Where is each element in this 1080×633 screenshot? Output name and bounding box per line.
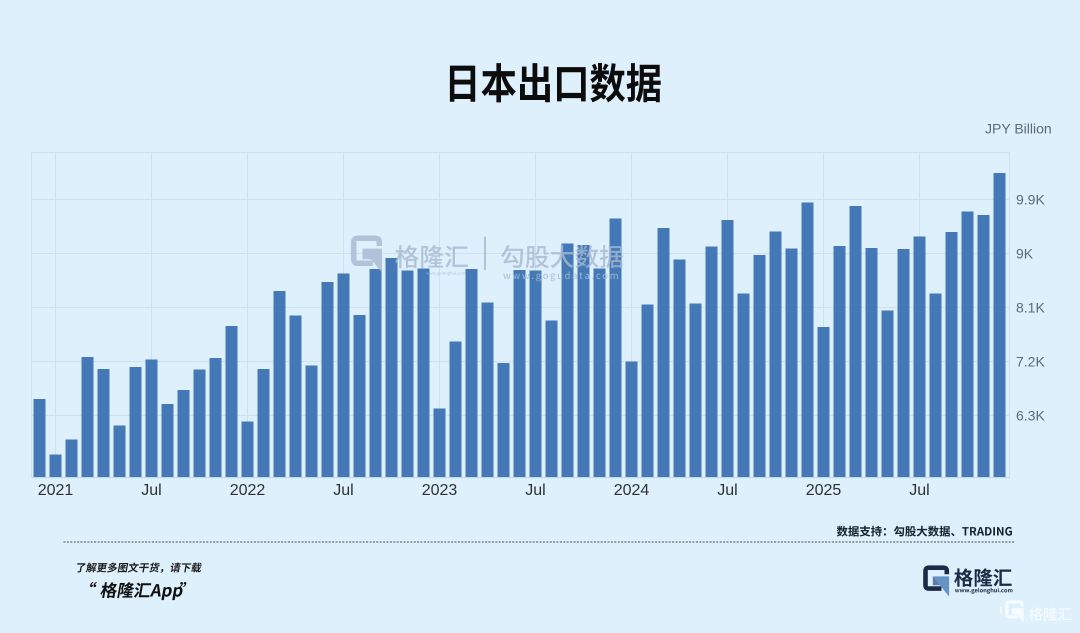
svg-text:2021: 2021 [38, 482, 74, 499]
svg-text:9K: 9K [1016, 246, 1034, 262]
svg-text:JPY Billion: JPY Billion [985, 121, 1052, 137]
svg-text:2023: 2023 [422, 482, 458, 499]
svg-text:Jul: Jul [333, 482, 353, 499]
svg-text:Jul: Jul [909, 482, 929, 499]
svg-text:Jul: Jul [525, 482, 545, 499]
svg-text:7.2K: 7.2K [1016, 354, 1045, 370]
svg-text:8.1K: 8.1K [1016, 300, 1045, 316]
svg-text:2024: 2024 [614, 482, 650, 499]
svg-text:Jul: Jul [141, 482, 161, 499]
svg-text:2025: 2025 [806, 482, 842, 499]
svg-text:Jul: Jul [717, 482, 737, 499]
svg-text:6.3K: 6.3K [1016, 408, 1045, 424]
svg-text:9.9K: 9.9K [1016, 192, 1045, 208]
svg-text:2022: 2022 [230, 482, 266, 499]
